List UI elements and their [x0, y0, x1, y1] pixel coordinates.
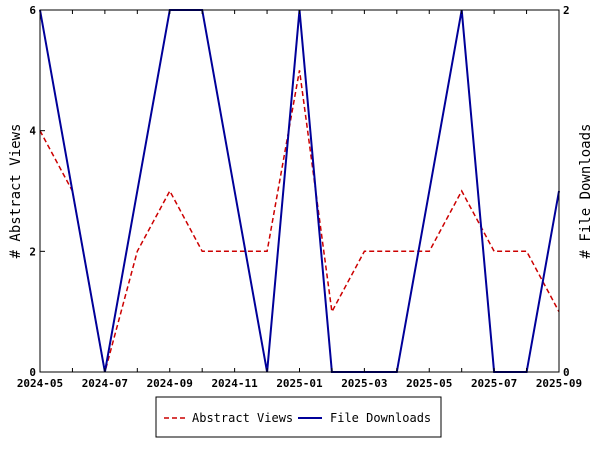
y-tick-label: 4	[29, 125, 36, 138]
y-axis-left: 0 2 4 6	[29, 4, 45, 379]
x-tick-label: 2025-09	[536, 377, 582, 390]
series-line-abstract-views	[39, 70, 560, 373]
x-tick-label: 2025-03	[341, 377, 387, 390]
series-line-file-downloads	[39, 9, 560, 373]
legend: Abstract Views File Downloads	[155, 396, 442, 438]
x-tick-label: 2025-01	[276, 377, 323, 390]
x-tick-label: 2025-07	[471, 377, 517, 390]
y-tick-label: 2	[29, 245, 36, 258]
x-tick-label: 2024-11	[211, 377, 258, 390]
y-axis-title: # Abstract Views	[8, 124, 24, 259]
plot-frame	[39, 9, 560, 373]
y2-tick-label: 0	[563, 366, 570, 379]
x-tick-label: 2024-07	[82, 377, 128, 390]
legend-label-file-downloads: File Downloads	[330, 411, 431, 425]
y2-tick-label: 2	[563, 4, 570, 17]
legend-label-abstract-views: Abstract Views	[192, 411, 293, 425]
plot-lines	[39, 9, 560, 373]
x-axis: 2024-05 2024-07 2024-09 2024-11 2025-01 2025-…	[17, 10, 582, 390]
y-tick-label: 0	[29, 366, 36, 379]
x-tick-label: 2024-05	[17, 377, 63, 390]
x-tick-label: 2025-05	[406, 377, 452, 390]
y-tick-label: 6	[29, 4, 36, 17]
y2-axis-title: # File Downloads	[578, 124, 594, 259]
x-tick-label: 2024-09	[147, 377, 193, 390]
y-axis-right: 02	[554, 4, 570, 379]
